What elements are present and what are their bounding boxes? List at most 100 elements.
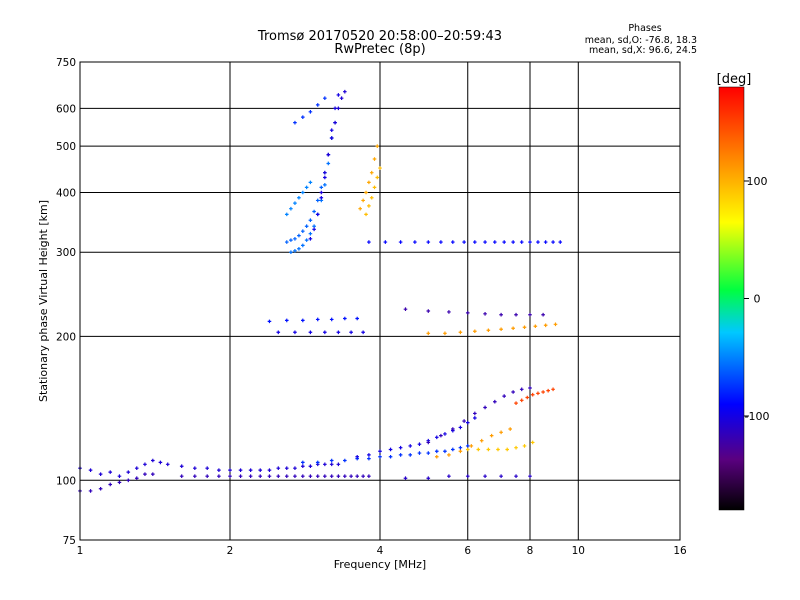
data-point <box>514 474 518 478</box>
data-point <box>465 420 470 425</box>
data-point <box>329 462 334 467</box>
colorbar-tick-label: 100 <box>747 175 768 188</box>
data-point <box>483 311 487 316</box>
y-tick-label: 600 <box>56 103 76 115</box>
data-point <box>349 474 353 478</box>
data-point <box>293 237 297 241</box>
data-point <box>388 447 393 452</box>
stats-x-phase: mean, sd,X: 96.6, 24.5 <box>589 45 697 56</box>
data-point <box>308 237 313 241</box>
data-point <box>361 330 365 335</box>
colorbar-ticks: 100 0 -100 <box>744 175 769 423</box>
data-point <box>228 474 232 478</box>
data-point <box>308 330 313 335</box>
data-point <box>447 453 451 457</box>
data-point <box>297 233 301 238</box>
data-point <box>293 120 297 125</box>
data-point <box>267 474 272 478</box>
data-point <box>530 440 535 445</box>
data-point <box>98 486 103 491</box>
data-point <box>378 166 382 170</box>
data-point <box>312 224 316 229</box>
data-point <box>508 427 512 431</box>
data-point <box>315 103 320 107</box>
data-point <box>502 394 506 398</box>
data-point <box>403 307 408 311</box>
data-point <box>217 468 221 472</box>
x-tick-label: 6 <box>464 545 471 557</box>
data-point <box>367 240 371 244</box>
data-point <box>248 468 253 472</box>
data-point <box>284 466 289 470</box>
data-point <box>276 466 281 470</box>
data-point <box>88 489 93 493</box>
data-point <box>308 474 313 478</box>
data-point <box>228 468 232 472</box>
data-point <box>284 240 289 244</box>
data-point <box>293 466 297 470</box>
data-point <box>323 462 327 467</box>
data-point <box>551 240 555 244</box>
data-point <box>319 195 324 200</box>
data-point <box>458 445 463 450</box>
data-point <box>528 240 532 244</box>
data-point <box>297 195 301 200</box>
y-tick-label: 200 <box>56 331 76 343</box>
data-point <box>358 206 362 211</box>
x-tick-label: 8 <box>527 545 534 557</box>
data-point <box>447 310 451 314</box>
data-point <box>126 470 131 474</box>
data-point <box>511 240 515 244</box>
data-point <box>403 476 408 481</box>
data-point <box>88 468 93 472</box>
data-point <box>276 330 281 335</box>
data-point <box>499 474 503 478</box>
data-point <box>447 474 451 478</box>
data-point <box>502 240 506 244</box>
data-point <box>479 438 484 443</box>
data-point <box>134 476 139 481</box>
data-point <box>151 458 155 463</box>
data-point <box>378 454 382 459</box>
data-point <box>361 198 365 203</box>
data-point <box>486 447 491 452</box>
data-point <box>143 462 147 467</box>
data-point <box>443 432 447 436</box>
data-point <box>364 190 368 195</box>
data-point <box>426 309 431 313</box>
data-point <box>276 474 281 478</box>
data-point <box>369 170 374 175</box>
y-tick-label: 500 <box>56 141 76 153</box>
data-point <box>258 468 263 472</box>
data-point <box>367 456 371 461</box>
data-point <box>465 474 470 478</box>
data-point <box>134 466 139 470</box>
data-point <box>473 329 477 334</box>
data-point <box>543 240 548 244</box>
chart-title: Tromsø 20170520 20:58:00–20:59:43 <box>257 29 502 44</box>
data-point <box>343 474 347 478</box>
data-point <box>355 454 359 459</box>
data-point <box>493 240 497 244</box>
colorbar-label: [deg] <box>717 72 752 87</box>
data-point <box>522 444 527 448</box>
data-point <box>308 180 313 185</box>
plot-frame <box>79 61 681 541</box>
data-point <box>336 330 341 335</box>
data-point <box>439 433 443 438</box>
data-point <box>343 458 347 463</box>
data-point <box>375 144 380 148</box>
data-point <box>238 474 243 478</box>
data-point <box>551 387 555 392</box>
data-point <box>530 392 535 397</box>
grid-lines <box>80 62 680 540</box>
data-point <box>315 198 320 203</box>
data-point <box>499 327 503 332</box>
y-tick-label: 75 <box>63 535 76 547</box>
data-point <box>319 190 324 195</box>
x-axis-label: Frequency [MHz] <box>334 558 426 571</box>
colorbar-tick-label: 0 <box>754 293 761 306</box>
data-point <box>465 311 470 315</box>
y-tick-label: 400 <box>56 187 76 199</box>
data-point <box>511 390 515 394</box>
